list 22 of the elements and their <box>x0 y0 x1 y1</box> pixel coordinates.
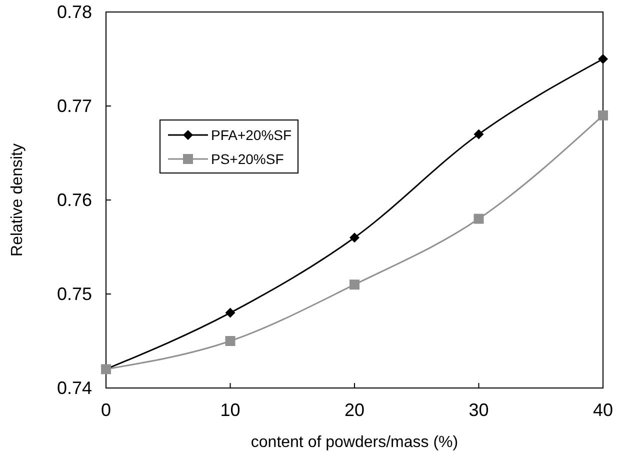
x-tick-label: 30 <box>468 400 489 420</box>
y-tick-label: 0.75 <box>56 284 92 304</box>
point <box>350 232 360 243</box>
point <box>598 54 608 64</box>
y-tick-label: 0.76 <box>56 190 92 210</box>
point <box>598 110 608 120</box>
x-tick-label: 20 <box>344 400 365 420</box>
y-tick-label: 0.77 <box>56 96 92 116</box>
y-tick-label: 0.78 <box>56 2 92 22</box>
x-axis-title: content of powders/mass (%) <box>250 434 458 451</box>
legend-label: PFA+20%SF <box>211 127 292 143</box>
point <box>350 280 360 290</box>
x-tick-label: 0 <box>100 400 112 420</box>
point <box>474 129 484 140</box>
x-tick-label: 10 <box>220 400 240 420</box>
legend-label: PS+20%SF <box>211 151 284 167</box>
x-tick-label: 40 <box>592 400 614 420</box>
point <box>225 336 236 346</box>
point <box>225 308 236 318</box>
y-axis-title: Relative density <box>9 144 26 256</box>
point <box>474 214 484 224</box>
y-tick-label: 0.74 <box>56 378 92 398</box>
